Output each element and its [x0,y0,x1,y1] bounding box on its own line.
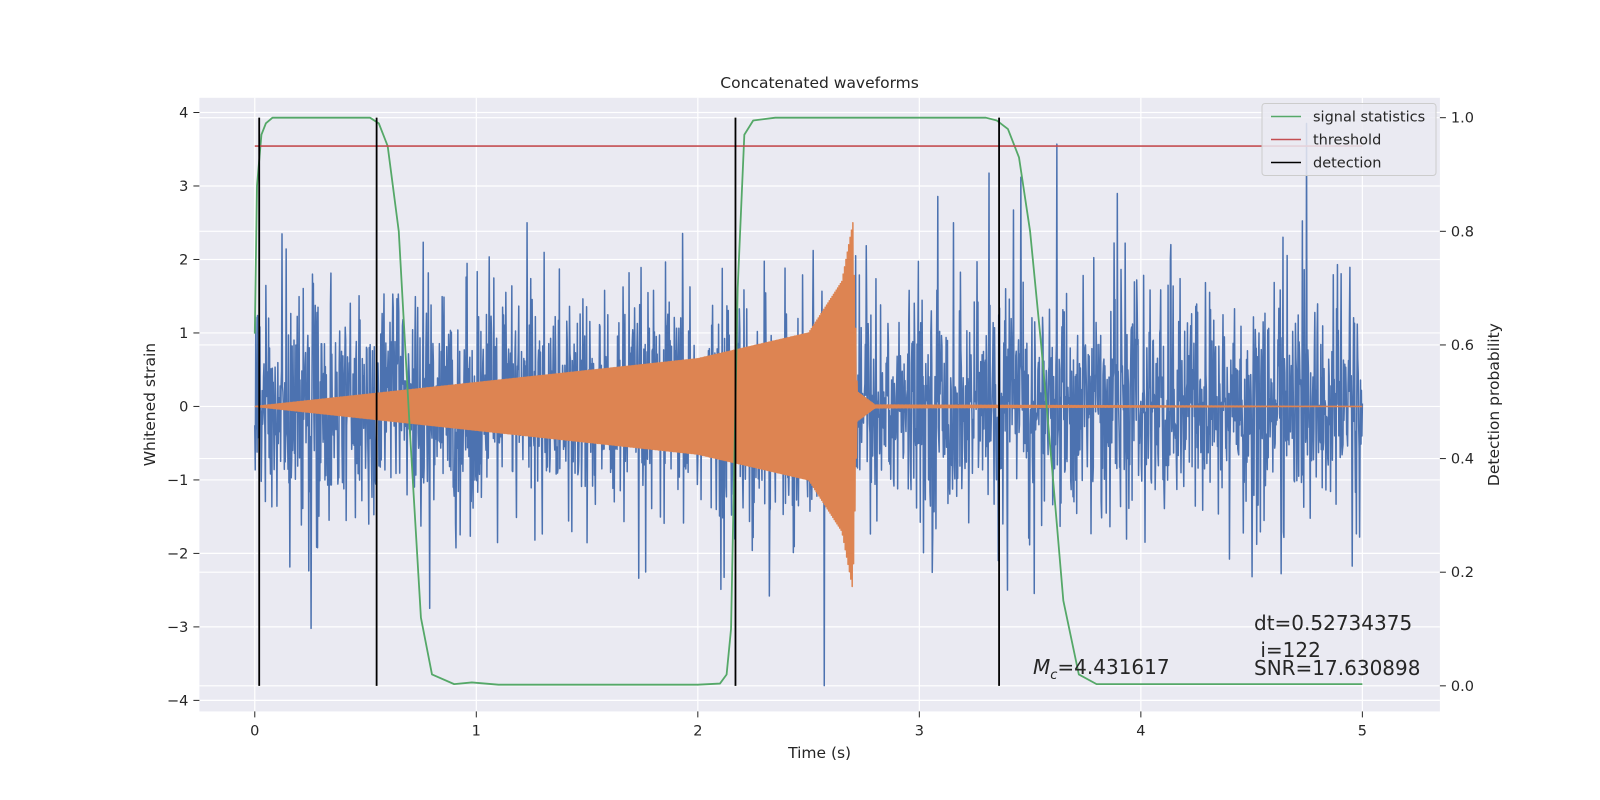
probability-series [253,116,1363,686]
y2-tick-label: 0.6 [1451,338,1474,354]
y-tick-label: 1 [179,326,188,342]
y2-tick-label: 0.8 [1451,224,1474,240]
legend-label-signal-statistics: signal statistics [1313,110,1425,126]
legend-label-detection: detection [1313,156,1381,172]
mc-value: =4.431617 [1057,655,1169,679]
y2-tick-label: 0.4 [1451,452,1474,468]
chirp-line [254,221,1363,588]
y-tick-label: 3 [179,179,188,195]
x-tick-label: 0 [250,723,259,739]
axis-ticks: 0 1 2 3 4 5 4 3 2 1 0 −1 −2 −3 −4 1.0 0.8 0.6 0.4 0.2 0.0 [167,105,1474,739]
mc-annotation: Mc=4.431617 [1033,655,1170,683]
x-tick-label: 1 [472,723,481,739]
y-tick-label: −2 [167,546,188,562]
legend: signal statistics threshold detection [1261,103,1437,176]
legend-box [1261,103,1437,176]
y-tick-label: 2 [179,252,188,268]
mc-symbol: M [1033,655,1050,679]
x-tick-label: 3 [915,723,924,739]
y2-axis-label: Detection probability [1485,323,1503,486]
y2-tick-label: 0.2 [1451,565,1474,581]
y-tick-label: −3 [167,620,188,636]
y-tick-label: 0 [179,399,188,415]
mc-subscript: c [1050,668,1057,683]
legend-label-threshold: threshold [1313,133,1381,149]
signal-statistics-line [253,116,1363,686]
x-tick-label: 5 [1358,723,1367,739]
y2-tick-label: 0.0 [1451,679,1474,695]
x-tick-label: 2 [693,723,702,739]
y-tick-label: −1 [167,473,188,489]
y-axis-label: Whitened strain [141,343,159,466]
x-axis-label: Time (s) [787,744,851,762]
y-tick-label: 4 [179,105,188,121]
chirp-series [254,221,1363,588]
chart-title: Concatenated waveforms [720,74,919,92]
dt-annotation: dt=0.52734375 [1254,611,1412,635]
y2-tick-label: 1.0 [1451,111,1474,127]
snr-annotation: SNR=17.630898 [1254,656,1420,680]
y-tick-label: −4 [167,693,188,709]
i-annotation: i=122 [1254,638,1321,662]
x-tick-label: 4 [1136,723,1145,739]
